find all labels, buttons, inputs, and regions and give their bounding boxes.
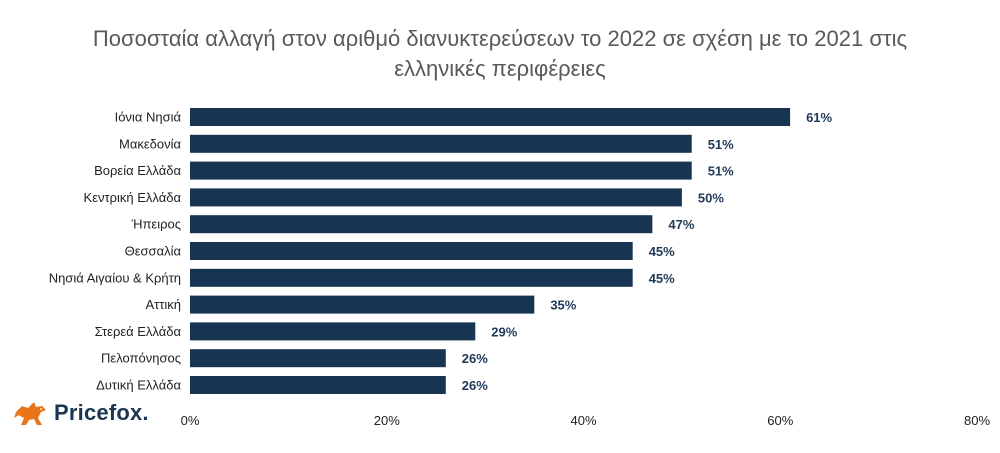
value-label-10: 26% bbox=[462, 351, 488, 366]
category-label-1: Ιόνια Νησιά bbox=[115, 110, 182, 125]
value-label-9: 29% bbox=[491, 324, 517, 339]
x-tick-label-5: 80% bbox=[964, 413, 990, 428]
chart-title: Ποσοσταία αλλαγή στον αριθμό διανυκτερεύ… bbox=[0, 24, 1000, 84]
bar-8 bbox=[190, 295, 535, 314]
category-labels-group: Ιόνια Νησιά Μακεδονία Βορεία Ελλάδα Κεντρικ… bbox=[49, 110, 182, 393]
bar-2 bbox=[190, 134, 692, 153]
chart-title-line-1: Ποσοσταία αλλαγή στον αριθμό διανυκτερεύ… bbox=[92, 26, 908, 51]
x-axis-ticks-group: 0% 20% 40% 60% 80% bbox=[181, 413, 991, 428]
bar-3 bbox=[190, 161, 692, 180]
category-label-8: Αττική bbox=[145, 297, 181, 312]
value-label-4: 50% bbox=[698, 190, 724, 205]
x-tick-label-2: 20% bbox=[374, 413, 400, 428]
value-label-6: 45% bbox=[649, 244, 675, 259]
bar-4 bbox=[190, 188, 682, 207]
value-label-7: 45% bbox=[649, 271, 675, 286]
bar-7 bbox=[190, 268, 633, 287]
bar-6 bbox=[190, 242, 633, 260]
fox-icon bbox=[14, 402, 46, 425]
category-label-10: Πελοπόνησος bbox=[101, 351, 181, 366]
bar-5 bbox=[190, 215, 653, 234]
value-label-3: 51% bbox=[708, 164, 734, 179]
bars-group bbox=[190, 108, 791, 394]
x-tick-label-1: 0% bbox=[181, 413, 200, 428]
category-label-2: Μακεδονία bbox=[119, 136, 181, 151]
category-label-3: Βορεία Ελλάδα bbox=[94, 163, 181, 178]
bar-9 bbox=[190, 322, 476, 341]
value-labels-group: 61%51%51%50%47%45%45%35%29%26%26% bbox=[462, 110, 833, 393]
value-label-8: 35% bbox=[550, 298, 576, 313]
category-label-7: Νησιά Αιγαίου & Κρήτη bbox=[49, 270, 181, 285]
x-tick-label-4: 60% bbox=[767, 413, 793, 428]
bar-11 bbox=[190, 376, 446, 394]
category-label-6: Θεσσαλία bbox=[125, 244, 182, 259]
bar-1 bbox=[190, 108, 791, 126]
value-label-2: 51% bbox=[708, 137, 734, 152]
chart-title-line-2: ελληνικές περιφέρειες bbox=[394, 56, 606, 81]
value-label-1: 61% bbox=[806, 110, 832, 125]
bar-10 bbox=[190, 349, 446, 368]
value-label-5: 47% bbox=[668, 217, 694, 232]
x-tick-label-3: 40% bbox=[570, 413, 596, 428]
pricefox-logo: Pricefox. bbox=[14, 396, 149, 430]
value-label-11: 26% bbox=[462, 378, 488, 393]
category-label-9: Στερεά Ελλάδα bbox=[95, 324, 182, 339]
category-label-4: Κεντρική Ελλάδα bbox=[84, 190, 182, 205]
category-label-5: Ήπειρος bbox=[131, 217, 181, 232]
logo-text: Pricefox. bbox=[54, 400, 149, 425]
category-label-11: Δυτική Ελλάδα bbox=[96, 378, 181, 393]
